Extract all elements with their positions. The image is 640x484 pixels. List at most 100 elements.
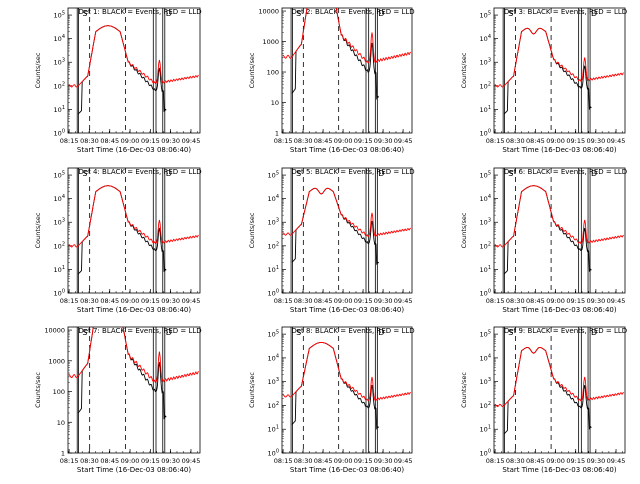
y-axis-label: Counts/sec [460,52,468,88]
y-axis-label: Counts/sec [34,52,42,88]
x-tick-label: 09:30 [374,137,393,145]
x-tick-label: 09:15 [566,297,585,305]
y-tick-label: 103 [54,58,65,67]
x-tick-label: 09:30 [587,457,606,465]
y-tick-label: 102 [54,81,65,90]
y-tick-label: 103 [480,218,491,227]
x-tick-label: 09:45 [394,457,413,465]
x-tick-label: 09:00 [546,457,565,465]
y-tick-label: 102 [480,401,491,410]
y-axis-label: Counts/sec [460,372,468,408]
x-tick-label: 09:00 [121,457,140,465]
x-tick-label: 08:45 [526,137,545,145]
marker-d: D [166,169,172,178]
x-axis-label: Start Time (16-Dec-03 08:06:40) [77,146,191,154]
x-tick-label: 09:45 [394,137,413,145]
x-tick-label: 08:30 [80,297,99,305]
marker-s: S [82,328,87,337]
panel-title: Det 8: BLACK = Events, RED = LLD [291,327,414,335]
x-tick-label: 08:45 [526,297,545,305]
y-tick-label: 101 [54,105,65,114]
y-tick-label: 100 [480,129,491,138]
x-tick-label: 08:45 [526,457,545,465]
x-tick-label: 09:45 [607,297,626,305]
y-tick-label: 100 [268,289,279,298]
marker-s: S [82,169,87,178]
panel-3: 08:15 08:30 08:45 09:00 09:15 09:30 09:45 100 10… [460,7,627,154]
x-tick-label: 08:30 [506,297,525,305]
y-tick-label: 103 [54,218,65,227]
y-tick-label: 102 [268,401,279,410]
panel-title: Det 4: BLACK = Events, RED = LLD [78,168,201,176]
x-tick-label: 08:30 [80,137,99,145]
y-tick-label: 1 [61,450,65,458]
y-tick-label: 101 [480,105,491,114]
x-tick-label: 09:30 [161,457,180,465]
x-axis-label: Start Time (16-Dec-03 08:06:40) [502,466,616,474]
y-tick-label: 104 [268,353,279,362]
x-tick-label: 08:15 [274,297,293,305]
x-tick-label: 08:45 [314,457,333,465]
y-axis-label: Counts/sec [34,372,42,408]
y-tick-label: 102 [54,241,65,250]
marker-d: D [591,169,597,178]
x-tick-label: 09:15 [354,137,373,145]
y-tick-label: 105 [54,11,65,20]
marker-s: S [82,9,87,18]
y-tick-label: 103 [268,377,279,386]
x-tick-label: 09:15 [566,137,585,145]
x-tick-label: 08:45 [100,297,119,305]
series-lld-line [282,8,412,64]
y-tick-label: 1 [275,130,279,138]
x-tick-label: 09:45 [182,137,201,145]
panel-7: 08:15 08:30 08:45 09:00 09:15 09:30 09:45 1 10 10… [34,326,202,474]
x-tick-label: 09:15 [354,457,373,465]
y-axis-label: Counts/sec [248,372,256,408]
y-tick-label: 103 [480,58,491,67]
x-tick-label: 09:45 [607,457,626,465]
x-tick-label: 09:00 [334,457,353,465]
y-tick-label: 100 [480,289,491,298]
x-tick-label: 09:00 [546,137,565,145]
plot-frame [493,326,626,454]
x-tick-label: 09:00 [334,137,353,145]
y-tick-label: 101 [268,425,279,434]
marker-s: S [508,328,513,337]
x-tick-label: 09:15 [141,457,160,465]
series-lld-line [68,25,199,88]
x-tick-label: 08:30 [80,457,99,465]
x-tick-label: 08:30 [506,137,525,145]
x-tick-label: 09:30 [161,137,180,145]
x-tick-label: 09:00 [546,297,565,305]
panel-title: Det 5: BLACK = Events, RED = LLD [291,168,414,176]
x-tick-label: 09:30 [161,297,180,305]
y-tick-label: 104 [480,194,491,203]
y-tick-label: 10 [57,419,65,427]
x-tick-label: 08:30 [294,137,313,145]
x-tick-label: 08:30 [294,297,313,305]
y-tick-label: 104 [268,194,279,203]
marker-d: D [166,9,172,18]
plot-frame [67,326,201,454]
y-tick-label: 105 [480,171,491,180]
x-tick-label: 09:00 [121,297,140,305]
marker-s: S [296,169,301,178]
y-tick-label: 103 [268,218,279,227]
marker-d: D [378,169,384,178]
y-tick-label: 10000 [44,327,65,335]
panel-1: 08:15 08:30 08:45 09:00 09:15 09:30 09:45 100 10… [34,7,202,154]
panel-title: Det 6: BLACK = Events, RED = LLD [504,168,627,176]
panel-4: 08:15 08:30 08:45 09:00 09:15 09:30 09:45 100 10… [34,167,202,314]
plot-frame [493,7,626,134]
x-tick-label: 08:45 [314,297,333,305]
x-tick-label: 08:45 [314,137,333,145]
x-axis-label: Start Time (16-Dec-03 08:06:40) [77,466,191,474]
series-lld-line [68,327,199,383]
y-tick-label: 100 [54,289,65,298]
x-tick-label: 08:30 [506,457,525,465]
plot-frame [493,167,626,294]
y-tick-label: 104 [54,194,65,203]
x-tick-label: 08:15 [60,137,79,145]
x-tick-label: 08:15 [274,137,293,145]
